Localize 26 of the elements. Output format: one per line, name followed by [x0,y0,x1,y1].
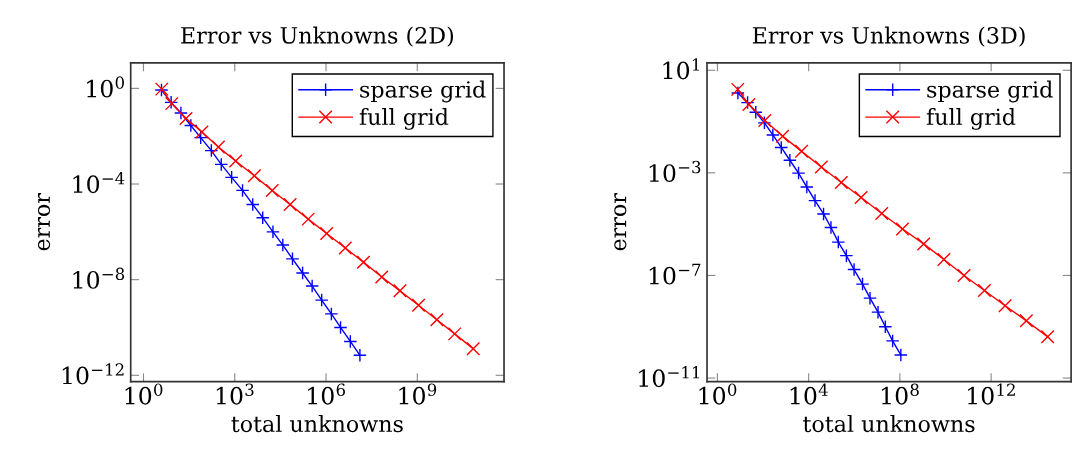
y-tick-label: 10$^{−12}$ [62,363,124,385]
x-tick-label: 10$^{3}$ [216,383,254,405]
y-axis-title: error [614,193,627,251]
legend-label: sparse grid [927,80,1053,103]
y-tick-label: 10$^{−3}$ [649,160,701,182]
y-tick-label: 10$^{0}$ [87,76,124,98]
y-tick-label: 10$^{−11}$ [639,366,700,388]
x-tick-label: 10$^{4}$ [790,383,828,405]
y-axis-title: error [37,193,51,251]
y-tick-label: 10$^{−7}$ [649,263,701,285]
x-tick-label: 10$^{0}$ [125,383,163,405]
y-tick-label: 10$^{−8}$ [73,267,125,289]
x-tick-label: 10$^{8}$ [882,383,919,405]
chart-title: Error vs Unknowns (2D) [181,26,454,47]
legend-label: full grid [926,107,1016,130]
legend-label: sparse grid [360,80,486,103]
chart-title: Error vs Unknowns (3D) [752,26,1025,47]
x-axis-title: total unknowns [803,414,975,433]
x-tick-label: 10$^{12}$ [968,383,1015,405]
x-tick-label: 10$^{6}$ [308,383,345,405]
legend-label: full grid [359,107,449,130]
y-tick-label: 10$^{1}$ [663,58,700,80]
x-axis-title: total unknowns [231,414,403,433]
y-tick-label: 10$^{−4}$ [73,171,125,194]
x-tick-label: 10$^{0}$ [699,383,737,405]
x-tick-label: 10$^{9}$ [399,383,437,405]
